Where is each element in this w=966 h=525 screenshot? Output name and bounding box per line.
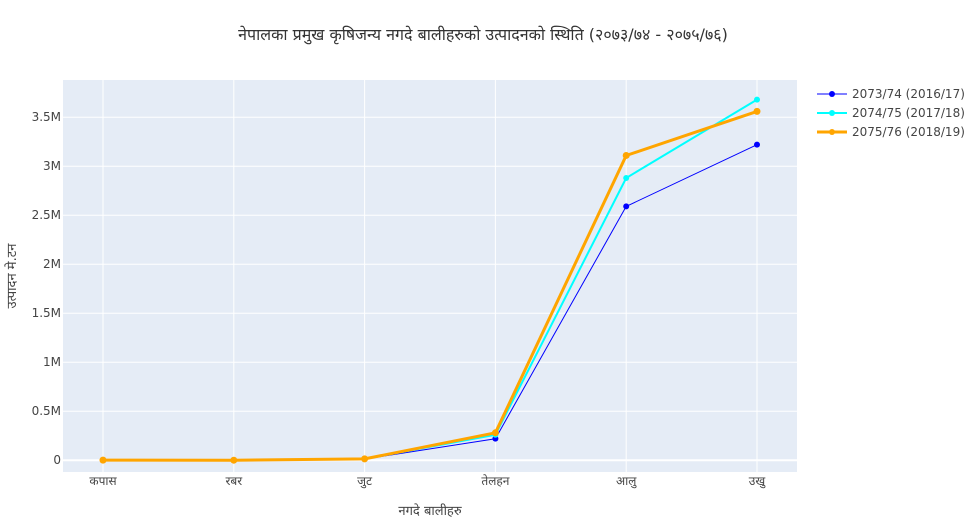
data-point bbox=[99, 456, 107, 464]
y-tick-label: 2.5M bbox=[32, 208, 61, 222]
y-tick-label: 3M bbox=[43, 159, 61, 173]
series-line bbox=[102, 109, 758, 462]
data-point bbox=[230, 456, 238, 464]
x-tick-label: रबर bbox=[225, 474, 243, 488]
data-point bbox=[491, 429, 499, 437]
x-axis-ticks: कपास रबर जुट तेलहन आलु उखु bbox=[89, 474, 766, 489]
data-point bbox=[753, 107, 761, 115]
x-tick-label: उखु bbox=[749, 474, 766, 489]
y-tick-label: 3.5M bbox=[32, 110, 61, 124]
data-point bbox=[754, 141, 760, 148]
y-tick-label: 0 bbox=[53, 453, 61, 467]
legend-item[interactable]: 2073/74 (2016/17) bbox=[817, 87, 965, 101]
data-point bbox=[623, 175, 630, 181]
y-axis-ticks: 0 0.5M 1M 1.5M 2M 2.5M 3M 3.5M bbox=[32, 110, 61, 467]
x-tick-label: जुट bbox=[357, 474, 373, 489]
legend[interactable]: 2073/74 (2016/17) 2074/75 (2017/18) 2075/7… bbox=[817, 87, 965, 139]
legend-label: 2074/75 (2017/18) bbox=[852, 106, 965, 120]
legend-label: 2073/74 (2016/17) bbox=[852, 87, 965, 101]
legend-label: 2075/76 (2018/19) bbox=[852, 125, 965, 139]
y-tick-label: 1M bbox=[43, 355, 61, 369]
chart-title: नेपालका प्रमुख कृषिजन्य नगदे बालीहरुको उ… bbox=[238, 25, 728, 45]
legend-item[interactable]: 2074/75 (2017/18) bbox=[817, 106, 965, 120]
legend-swatch-marker bbox=[829, 110, 835, 116]
y-tick-label: 1.5M bbox=[32, 306, 61, 320]
series-3 bbox=[99, 107, 761, 464]
legend-swatch-marker bbox=[829, 91, 835, 97]
grid-lines bbox=[63, 80, 797, 472]
data-point bbox=[754, 96, 760, 103]
x-tick-label: कपास bbox=[89, 474, 117, 488]
legend-swatch-marker bbox=[829, 129, 835, 135]
data-point bbox=[622, 151, 630, 159]
y-tick-label: 0.5M bbox=[32, 404, 61, 418]
data-point bbox=[361, 455, 369, 463]
x-tick-label: तेलहन bbox=[481, 474, 509, 488]
y-tick-label: 2M bbox=[43, 257, 61, 271]
legend-item[interactable]: 2075/76 (2018/19) bbox=[817, 125, 965, 139]
x-tick-label: आलु bbox=[616, 474, 637, 489]
y-axis-title: उत्पादन मे.टन bbox=[4, 243, 20, 309]
x-axis-title: नगदे बालीहरु bbox=[398, 503, 461, 519]
data-point bbox=[623, 203, 630, 210]
series-lines bbox=[99, 96, 761, 464]
plot-area bbox=[63, 80, 797, 472]
